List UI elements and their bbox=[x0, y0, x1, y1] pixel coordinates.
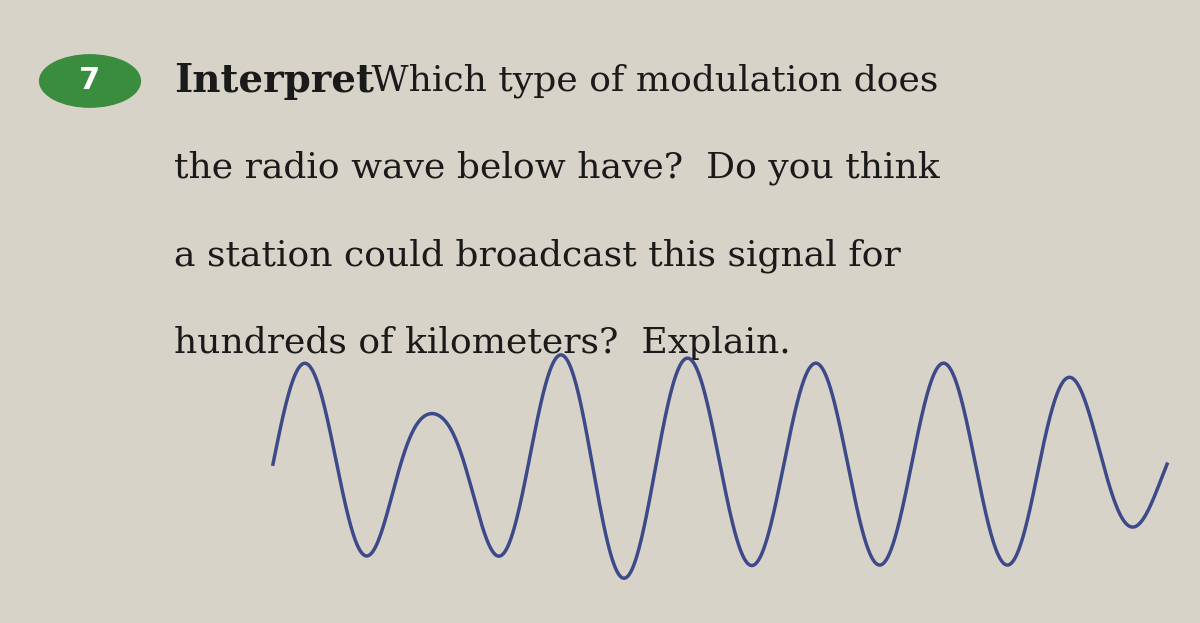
Text: a station could broadcast this signal for: a station could broadcast this signal fo… bbox=[174, 238, 901, 273]
Text: hundreds of kilometers?  Explain.: hundreds of kilometers? Explain. bbox=[174, 326, 791, 359]
Text: Interpret: Interpret bbox=[174, 62, 374, 100]
Text: the radio wave below have?  Do you think: the radio wave below have? Do you think bbox=[174, 151, 940, 186]
Text: 7: 7 bbox=[79, 67, 101, 95]
Text: Which type of modulation does: Which type of modulation does bbox=[360, 64, 938, 98]
Circle shape bbox=[40, 55, 140, 107]
